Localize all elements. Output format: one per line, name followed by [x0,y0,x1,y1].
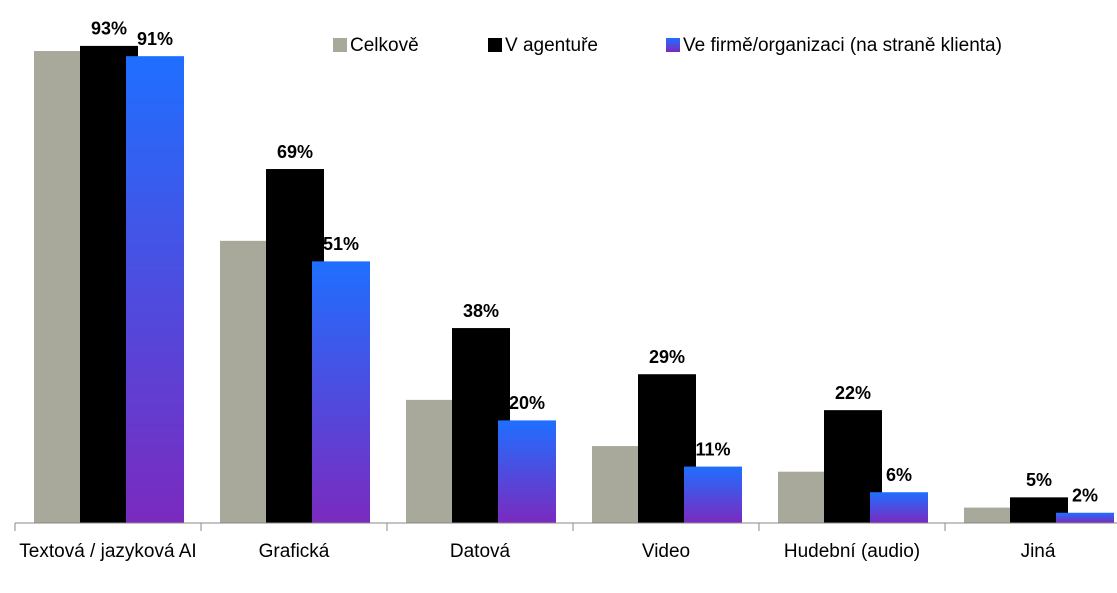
x-tick-label-box: Jiná [1020,541,1056,562]
data-label: 20% [509,393,545,413]
bar [964,507,1022,523]
x-tick-label: Video [641,541,691,562]
bar [684,466,742,523]
data-label: 6% [886,465,912,485]
data-label: 93% [91,19,127,39]
legend-swatch [488,38,502,52]
data-label: 11% [695,439,730,459]
x-tick-label-box: Datová [449,541,511,562]
x-tick-label-box: Video [641,541,691,562]
x-tick-label-box: Hudební (audio) [783,541,921,562]
legend-label: Celkově [350,35,419,56]
x-tick-label: Datová [449,541,511,562]
x-tick-label-box: Textová / jazyková AI [19,541,197,562]
data-label: 5% [1026,470,1052,490]
legend-swatch [666,38,680,52]
x-tick-label: Grafická [258,541,330,562]
x-tick-label: Jiná [1020,541,1056,562]
legend-swatch [333,38,347,52]
data-label: 69% [277,142,313,162]
x-tick-label-box: Grafická [258,541,330,562]
bar [312,261,370,523]
data-label: 29% [649,347,685,367]
x-tick-label: Hudební (audio) [783,541,921,562]
data-label: 51% [323,234,359,254]
x-tick-label: Textová / jazyková AI [19,541,197,562]
bar [870,492,928,523]
data-label: 2% [1072,485,1098,505]
bar [126,56,184,524]
bar [1056,512,1114,523]
bar [498,420,556,523]
legend-label: V agentuře [505,35,598,56]
data-label: 22% [835,383,871,403]
data-label: 91% [137,29,173,49]
legend-label: Ve firmě/organizaci (na straně klienta) [683,35,1002,56]
data-label: 38% [463,301,499,321]
